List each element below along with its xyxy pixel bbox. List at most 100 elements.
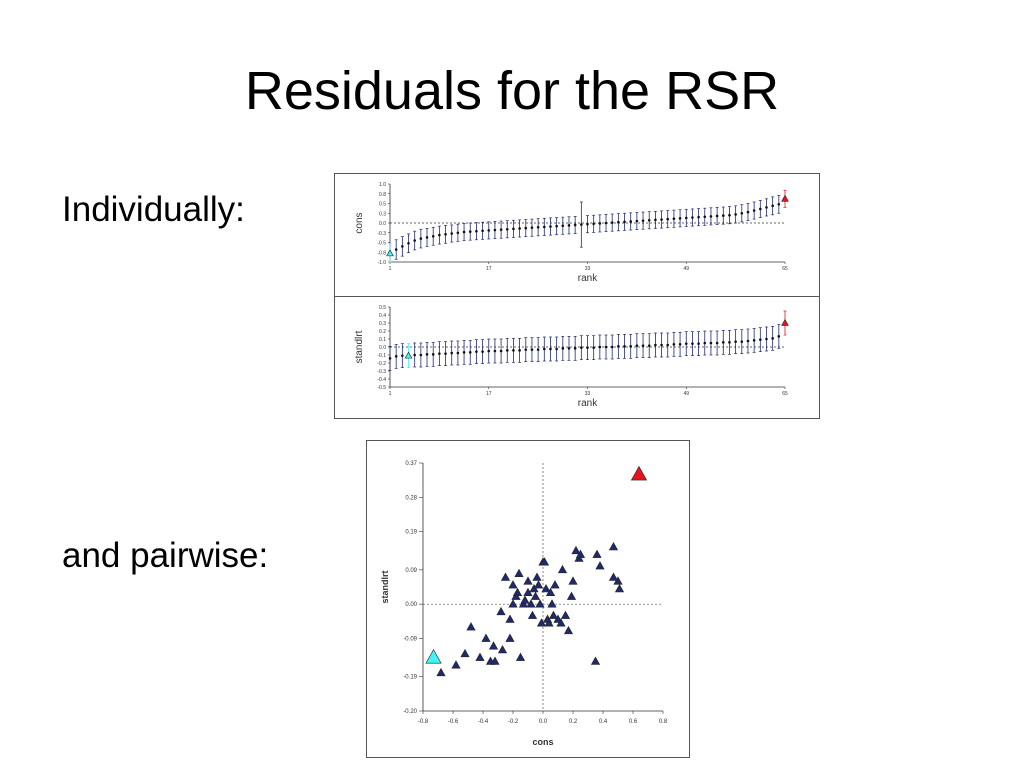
y-tick-label: -0.3 xyxy=(377,231,386,237)
plot-divider xyxy=(335,296,819,297)
data-point xyxy=(468,230,472,233)
y-tick-label: -0.3 xyxy=(377,369,386,375)
data-point xyxy=(691,342,694,345)
data-point xyxy=(623,345,626,348)
data-point xyxy=(759,338,762,341)
data-point xyxy=(560,610,571,619)
y-tick-label: -0.8 xyxy=(377,250,386,256)
data-point xyxy=(580,223,583,226)
highlight-point xyxy=(630,465,648,481)
data-point xyxy=(598,222,602,225)
data-point xyxy=(436,667,446,677)
data-point xyxy=(740,340,744,343)
x-tick-label: 1 xyxy=(389,266,392,272)
data-point xyxy=(666,343,670,347)
data-point xyxy=(514,568,524,577)
data-point xyxy=(592,346,595,349)
data-point xyxy=(734,340,737,343)
data-point xyxy=(544,618,554,627)
data-point xyxy=(425,236,429,239)
data-point xyxy=(555,347,558,351)
data-point xyxy=(715,341,719,345)
data-point xyxy=(505,614,515,623)
data-point xyxy=(660,343,663,347)
data-point xyxy=(703,341,707,345)
x-tick-label: -0.8 xyxy=(418,719,429,725)
data-point xyxy=(524,348,528,351)
y-tick-label: 0.0 xyxy=(379,345,386,351)
data-point xyxy=(684,342,688,345)
data-point xyxy=(488,641,499,650)
y-tick-label: 0.19 xyxy=(405,530,417,536)
data-point xyxy=(561,347,565,350)
data-point xyxy=(728,213,731,217)
x-tick-label: 0.0 xyxy=(539,719,548,725)
data-point xyxy=(629,220,633,223)
data-point xyxy=(438,352,441,355)
data-point xyxy=(530,348,534,351)
x-tick-label: 17 xyxy=(486,266,492,272)
data-point xyxy=(518,227,521,230)
data-point xyxy=(401,354,404,357)
data-point xyxy=(394,248,398,251)
data-point xyxy=(623,220,626,224)
data-point xyxy=(438,233,441,237)
data-point xyxy=(568,576,578,585)
data-point xyxy=(617,220,620,224)
data-point xyxy=(684,216,688,220)
data-point xyxy=(641,219,645,222)
data-point xyxy=(604,345,608,349)
data-point xyxy=(721,214,725,217)
data-point xyxy=(535,599,545,608)
data-point xyxy=(539,557,550,566)
x-tick-label: 0.4 xyxy=(599,719,608,725)
x-tick-label: 65 xyxy=(782,266,788,272)
data-point xyxy=(545,587,556,597)
data-point xyxy=(752,209,756,212)
data-point xyxy=(549,347,552,351)
y-tick-label: -0.1 xyxy=(377,353,386,359)
y-tick-label: 1.0 xyxy=(379,182,386,188)
data-point xyxy=(431,234,435,238)
data-point xyxy=(462,230,466,234)
data-point xyxy=(765,337,768,341)
data-point xyxy=(571,545,581,555)
slide-title: Residuals for the RSR xyxy=(244,61,780,121)
x-tick-label: 49 xyxy=(683,266,689,272)
data-point xyxy=(728,341,731,344)
data-point xyxy=(672,217,676,221)
data-point xyxy=(654,218,657,222)
data-point xyxy=(586,222,589,226)
highlight-point xyxy=(781,194,789,202)
data-point xyxy=(548,610,559,619)
bullet-pairwise: and pairwise: xyxy=(62,536,269,575)
y-axis-label: cons xyxy=(354,212,365,233)
x-tick-label: 1 xyxy=(389,391,392,397)
y-tick-label: 0.3 xyxy=(379,211,386,217)
data-point xyxy=(487,229,491,232)
y-tick-label: 0.2 xyxy=(379,329,386,335)
y-tick-label: 0.4 xyxy=(379,313,386,319)
data-point xyxy=(697,342,700,345)
data-point xyxy=(518,349,521,352)
data-point xyxy=(771,204,774,208)
data-point xyxy=(765,206,768,209)
y-tick-label: -0.19 xyxy=(403,675,417,681)
data-point xyxy=(419,237,423,240)
data-point xyxy=(500,572,511,581)
data-point xyxy=(561,224,565,228)
data-point xyxy=(394,355,398,358)
data-point xyxy=(490,656,500,665)
data-point xyxy=(678,343,682,346)
data-point xyxy=(512,227,515,231)
data-point xyxy=(592,222,595,226)
data-point xyxy=(734,213,737,216)
data-point xyxy=(715,214,719,218)
y-tick-label: 0.0 xyxy=(379,221,386,227)
data-point xyxy=(512,349,515,352)
data-point xyxy=(635,344,639,347)
data-point xyxy=(771,337,774,340)
caterpillar-plot-standlrt: 0.5 0.4 0.3 0.2 0.1 0.0 -0.1 -0.2 -0.3 -0.4 -0.51 1… xyxy=(354,305,789,409)
data-point xyxy=(431,353,435,356)
data-point xyxy=(641,344,645,347)
